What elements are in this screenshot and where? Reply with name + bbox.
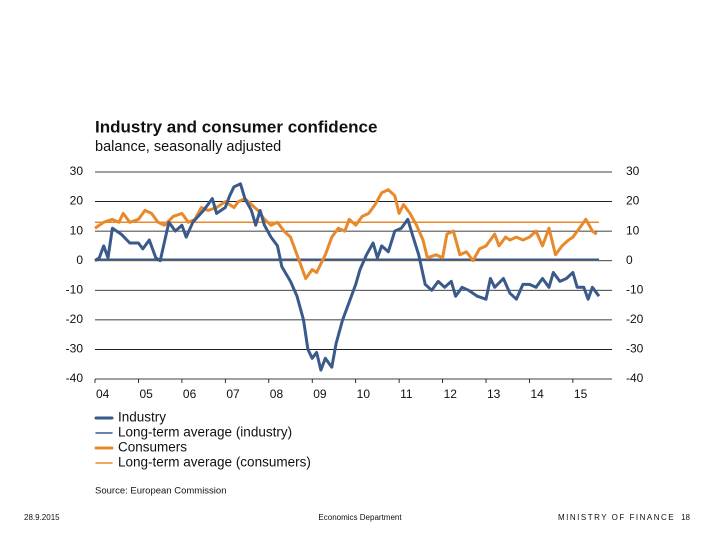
y-tick-label: -30 [66,342,84,356]
y-tick-label: -20 [66,312,84,326]
y-tick-label: 10 [70,223,84,237]
x-tick-label: 04 [96,387,110,401]
y-tick-label: 0 [76,253,83,267]
y2-tick-label: -30 [626,342,644,356]
footer-department: Economics Department [318,513,402,522]
y2-tick-label: 30 [626,164,640,178]
y2-tick-label: -10 [626,282,644,296]
chart-subtitle: balance, seasonally adjusted [95,139,281,155]
x-tick-label: 14 [530,387,544,401]
source-note: Source: European Commission [95,486,226,497]
y2-tick-label: 20 [626,194,640,208]
x-tick-label: 09 [313,387,327,401]
x-tick-label: 05 [139,387,153,401]
y-tick-label: -10 [66,282,84,296]
y-tick-label: -40 [66,371,84,385]
footer-ministry: MINISTRY OF FINANCE [558,513,675,522]
x-tick-label: 10 [357,387,371,401]
x-tick-label: 11 [400,387,413,401]
x-tick-label: 07 [226,387,240,401]
legend-label: Industry [118,410,166,425]
footer-date: 28.9.2015 [24,513,60,522]
chart-title: Industry and consumer confidence [95,117,377,136]
y-tick-label: 30 [70,164,84,178]
series-line [94,182,601,372]
y2-tick-label: 10 [626,223,640,237]
x-tick-label: 08 [270,387,284,401]
legend-label: Long-term average (consumers) [118,455,311,470]
y2-tick-label: -40 [626,371,644,385]
y-tick-label: 20 [70,194,84,208]
legend-label: Consumers [118,440,187,455]
y2-tick-label: 0 [626,253,633,267]
x-tick-label: 15 [574,387,588,401]
series-line [94,188,598,280]
y2-tick-label: -20 [626,312,644,326]
x-tick-label: 12 [444,387,458,401]
x-tick-label: 13 [487,387,501,401]
x-tick-label: 06 [183,387,197,401]
footer-page: 18 [681,513,690,522]
legend-label: Long-term average (industry) [118,425,292,440]
